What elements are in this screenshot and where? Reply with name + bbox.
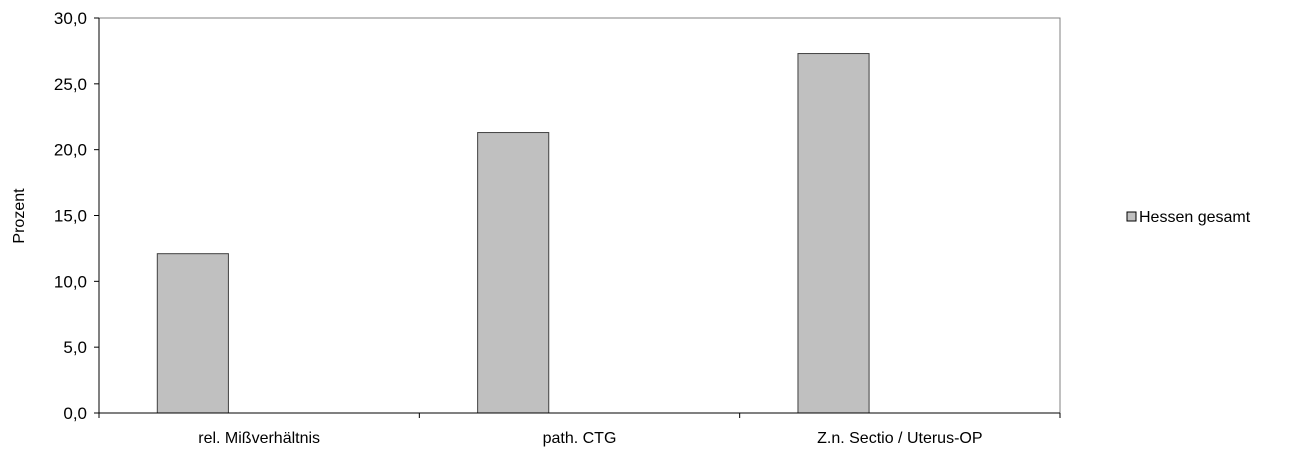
y-tick-label: 15,0 — [54, 207, 87, 226]
x-axis: rel. Mißverhältnis path. CTG Z.n. Sectio /… — [98, 412, 1061, 447]
legend: Hessen gesamt — [1126, 209, 1251, 226]
y-tick-label: 25,0 — [54, 75, 87, 94]
y-tick-label: 5,0 — [63, 338, 87, 357]
y-tick-label: 0,0 — [63, 404, 87, 423]
bar — [797, 53, 870, 414]
x-category-label: path. CTG — [543, 430, 617, 447]
y-tick-label: 10,0 — [54, 272, 87, 291]
legend-label: Hessen gesamt — [1139, 209, 1251, 226]
y-tick-label: 20,0 — [54, 141, 87, 160]
plot-area — [98, 17, 1061, 414]
x-category-label: Z.n. Sectio / Uterus-OP — [817, 430, 982, 447]
y-axis-title: Prozent — [11, 188, 28, 244]
y-axis: 0,0 5,0 10,0 15,0 20,0 25,0 30,0 — [54, 9, 100, 423]
y-tick-label: 30,0 — [54, 9, 87, 28]
x-category-label: rel. Mißverhältnis — [198, 430, 320, 447]
bar — [156, 253, 229, 414]
bar — [477, 132, 550, 414]
legend-swatch — [1126, 211, 1137, 222]
bars — [156, 53, 870, 414]
